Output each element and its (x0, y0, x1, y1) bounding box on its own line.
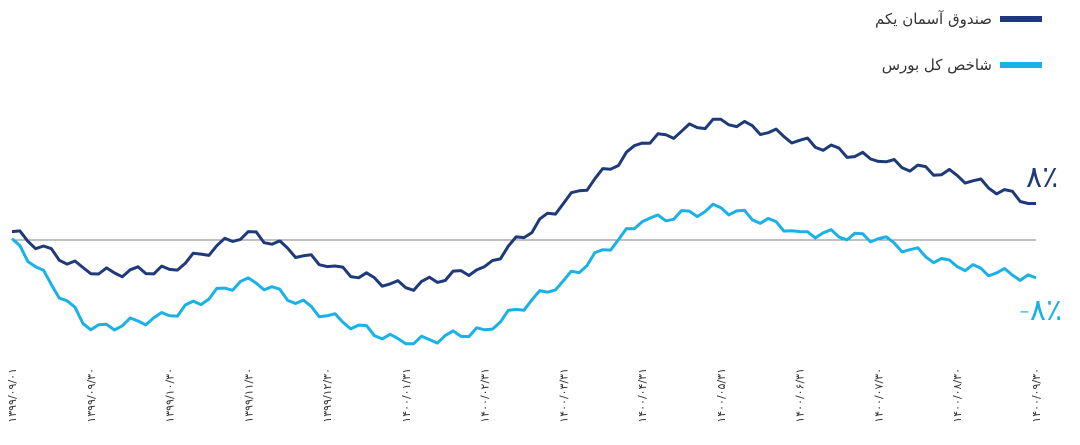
series-line-0 (11, 117, 1036, 292)
series-layer (11, 117, 1037, 346)
x-tick-label: ۱۴۰۰/۰۶/۳۱ (794, 368, 807, 423)
series-line-1 (11, 202, 1037, 346)
x-tick-label: ۱۳۹۹/۱۰/۳۰ (164, 368, 177, 423)
x-tick-label: ۱۴۰۰/۰۴/۳۱ (636, 368, 649, 423)
x-tick-label: ۱۴۰۰/۰۱/۳۱ (400, 368, 413, 423)
x-tick-label: ۱۴۰۰/۰۸/۳۰ (951, 368, 964, 423)
x-tick-label: ۱۳۹۹/۱۱/۳۰ (242, 368, 255, 423)
legend-item-fund: صندوق آسمان یکم (875, 10, 1042, 28)
x-axis-ticks: ۱۳۹۹/۰۹/۰۱ ۱۳۹۹/۰۹/۳۰ ۱۳۹۹/۱۰/۳۰ ۱۳۹۹/۱۱/۳۰… (6, 368, 1043, 423)
x-tick-label: ۱۳۹۹/۱۲/۳۰ (321, 368, 334, 423)
x-tick-label: ۱۴۰۰/۰۹/۳۰ (1030, 368, 1043, 423)
x-tick-label: ۱۴۰۰/۰۷/۳۰ (873, 368, 886, 423)
legend-swatch (1000, 16, 1042, 22)
legend-swatch (1000, 62, 1042, 68)
legend-label: شاخص کل بورس (881, 56, 992, 74)
index-return-label: -۸٪ (1019, 293, 1063, 328)
x-tick-label: ۱۴۰۰/۰۵/۳۱ (715, 368, 728, 423)
x-tick-label: ۱۳۹۹/۰۹/۰۱ (6, 368, 19, 423)
x-tick-label: ۱۴۰۰/۰۳/۳۱ (557, 368, 570, 423)
legend-label: صندوق آسمان یکم (875, 10, 992, 28)
legend-item-index: شاخص کل بورس (882, 56, 1042, 74)
x-tick-label: ۱۴۰۰/۰۲/۳۱ (479, 368, 492, 423)
fund-return-label: ۸٪ (1026, 160, 1059, 195)
x-tick-label: ۱۳۹۹/۰۹/۳۰ (85, 368, 98, 423)
